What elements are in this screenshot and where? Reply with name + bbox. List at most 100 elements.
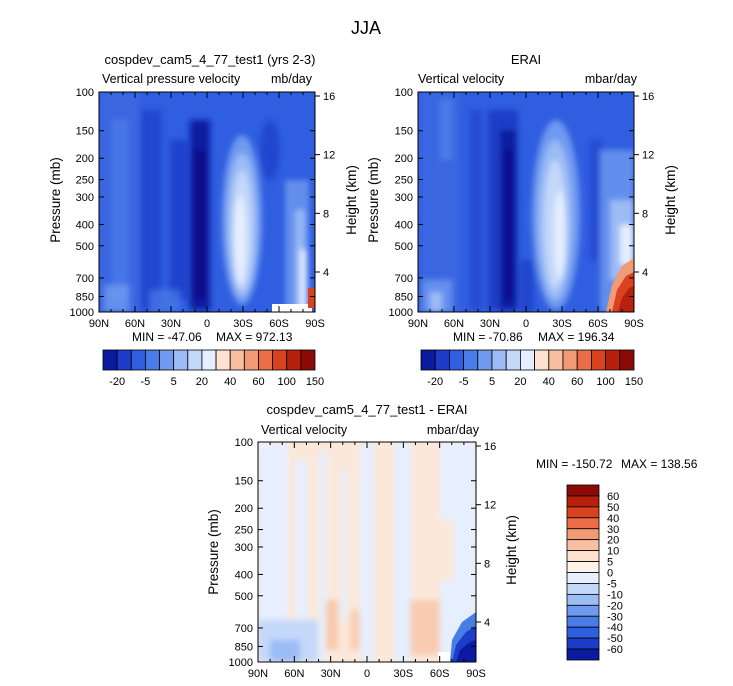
panel-erai-y2tick-label: 12 — [642, 150, 654, 162]
panel-model-y2tick-label: 12 — [323, 150, 335, 162]
colorbar-model-swatch — [144, 349, 160, 371]
panel-erai-xtick-label: 90N — [408, 318, 428, 330]
panel-diff-y2tick-label: 8 — [484, 558, 490, 570]
panel-erai-y2tick-label: 4 — [642, 267, 648, 279]
colorbar-diff-label: -30 — [607, 611, 623, 623]
colorbar-model-swatch — [258, 349, 274, 371]
panel-model-ytick-label: 100 — [76, 87, 94, 99]
panel-model-xtick-label: 30S — [233, 318, 253, 330]
panel-model-ytick-label: 1000 — [70, 307, 94, 319]
panel-diff-xtick-label: 60S — [430, 668, 450, 680]
colorbar-model-swatch — [116, 349, 132, 371]
colorbar-model-swatch — [102, 349, 118, 371]
panel-diff-ytick-label: 1000 — [229, 657, 253, 669]
panel-erai: ERAI Vertical velocity mbar/day — [366, 52, 678, 344]
colorbar-model-label: 20 — [196, 376, 208, 388]
colorbar-diff-label: 60 — [607, 491, 619, 503]
figure-title: JJA — [351, 18, 381, 38]
panel-diff-y2label: Height (km) — [504, 515, 519, 585]
colorbar-diff-label: -40 — [607, 622, 623, 634]
panel-model-max: MAX = 972.13 — [216, 330, 293, 344]
colorbar-erai-swatch — [463, 349, 479, 371]
panel-erai-y2tick-label: 8 — [642, 208, 648, 220]
panel-model-xtick-label: 90S — [305, 318, 325, 330]
colorbar-erai-label: 100 — [596, 376, 614, 388]
panel-diff-ytick-label: 400 — [235, 569, 253, 581]
colorbar-diff-swatch — [566, 550, 600, 562]
panel-model-y2tick-label: 16 — [323, 91, 335, 103]
colorbar-erai-swatch — [605, 349, 621, 371]
panel-model-ytick-label: 300 — [76, 192, 94, 204]
colorbar-erai-swatch — [491, 349, 507, 371]
colorbar-model-label: -20 — [109, 376, 125, 388]
colorbar-model-label: -5 — [141, 376, 151, 388]
panel-model-ytick-label: 400 — [76, 219, 94, 231]
panel-model-ytick-label: 700 — [76, 273, 94, 285]
colorbar-erai-swatch — [619, 349, 635, 371]
colorbar-diff-label: -60 — [607, 644, 623, 656]
panel-diff: cospdev_cam5_4_77_test1 - ERAI Vertical … — [206, 402, 698, 680]
panel-diff-xtick-label: 0 — [364, 668, 370, 680]
panel-model-min: MIN = -47.06 — [132, 330, 202, 344]
panel-diff-min: MIN = -150.72 — [536, 457, 613, 471]
panel-erai-subtitle-right: mbar/day — [585, 72, 638, 86]
colorbar-model-swatch — [272, 349, 288, 371]
colorbar-erai-swatch — [534, 349, 550, 371]
panel-model-xtick-label: 60N — [125, 318, 145, 330]
panel-model-ytick-label: 250 — [76, 175, 94, 187]
panel-erai-xtick-label: 60S — [588, 318, 608, 330]
panel-erai-ytick-label: 200 — [395, 153, 413, 165]
colorbar-diff-label: -20 — [607, 600, 623, 612]
colorbar-diff-label: -10 — [607, 589, 623, 601]
panel-erai-xtick-label: 30S — [552, 318, 572, 330]
colorbar-model-swatch — [187, 349, 203, 371]
colorbar-erai-label: -20 — [427, 376, 443, 388]
colorbar-diff-label: -5 — [607, 578, 617, 590]
panel-diff-field — [258, 442, 476, 662]
panel-erai-ytick-label: 300 — [395, 192, 413, 204]
panel-model-ytick-label: 150 — [76, 126, 94, 138]
colorbar-diff-swatch — [566, 637, 600, 650]
panel-model-ytick-label: 200 — [76, 153, 94, 165]
colorbar-diff-swatch — [566, 615, 600, 628]
colorbar-model-swatch — [159, 349, 175, 371]
panel-diff-y2tick-label: 12 — [484, 500, 496, 512]
panel-erai-ytick-label: 700 — [395, 273, 413, 285]
colorbar-erai-swatch — [505, 349, 521, 371]
panel-diff-ytick-label: 250 — [235, 525, 253, 537]
panel-model-xtick-label: 60S — [269, 318, 289, 330]
colorbar-erai-swatch — [548, 349, 564, 371]
panel-diff-xtick-label: 30S — [394, 668, 414, 680]
panel-diff-ytick-label: 200 — [235, 503, 253, 515]
panel-model-y2tick-label: 4 — [323, 267, 329, 279]
colorbar-diff-swatch — [566, 528, 600, 541]
colorbar-diff-label: -50 — [607, 633, 623, 645]
panel-erai-ytick-label: 100 — [395, 87, 413, 99]
panel-erai-ytick-label: 250 — [395, 175, 413, 187]
colorbar-model-swatch — [215, 349, 231, 371]
panel-erai-xtick-label: 60N — [444, 318, 464, 330]
panel-erai-max: MAX = 196.34 — [538, 330, 615, 344]
colorbar-erai-swatch — [477, 349, 493, 371]
panel-diff-xtick-label: 30N — [321, 668, 341, 680]
panel-model-ytick-label: 500 — [76, 241, 94, 253]
panel-diff-ytick-label: 500 — [235, 591, 253, 603]
colorbar-model-swatch — [173, 349, 189, 371]
panel-model-y2label: Height (km) — [344, 165, 359, 235]
colorbar-erai-label: 40 — [543, 376, 555, 388]
colorbar-model-swatch — [201, 349, 217, 371]
panel-diff-xtick-label: 90S — [466, 668, 486, 680]
panel-diff-ytick-label: 100 — [235, 437, 253, 449]
panel-erai-field — [418, 92, 634, 312]
panel-model-subtitle-right: mb/day — [271, 72, 313, 86]
colorbar-diff-label: 50 — [607, 502, 619, 514]
panel-diff-xtick-label: 60N — [284, 668, 304, 680]
colorbar-model-swatch — [130, 349, 146, 371]
colorbar-erai-label: -5 — [459, 376, 469, 388]
panel-model-field — [99, 92, 315, 312]
colorbar-diff-swatch — [566, 583, 600, 595]
panel-diff-y2tick-label: 4 — [484, 617, 490, 629]
panel-diff-ytick-label: 300 — [235, 542, 253, 554]
colorbar-diff-label: 20 — [607, 535, 619, 547]
